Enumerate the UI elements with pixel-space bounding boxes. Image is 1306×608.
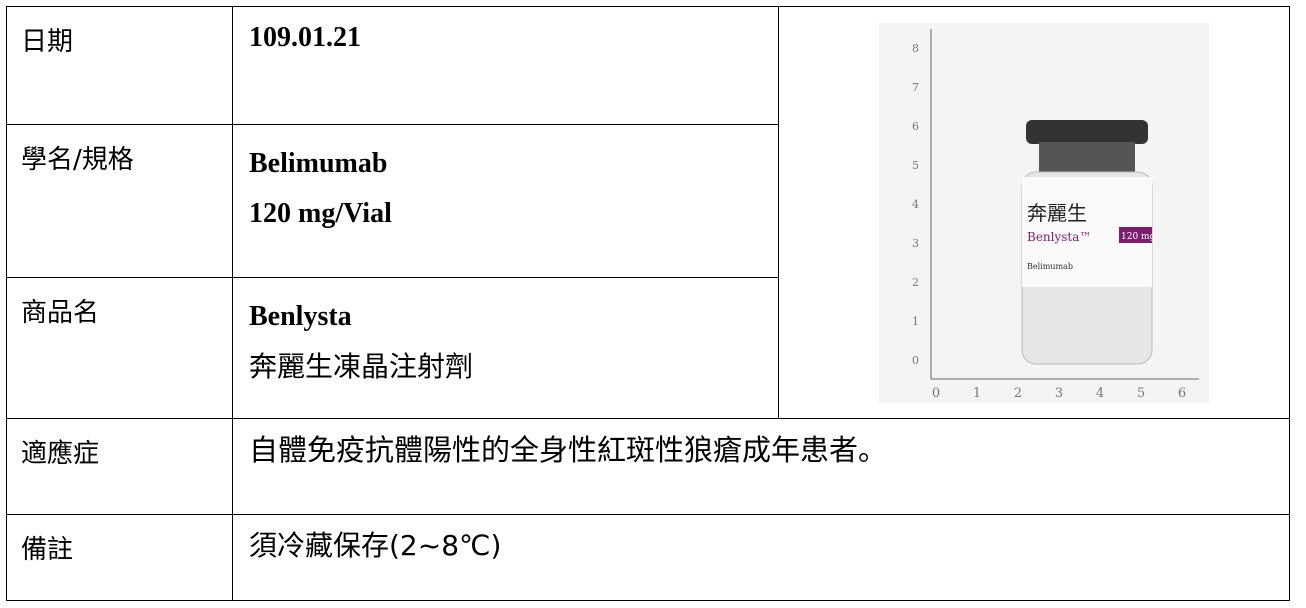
vial-label-text: Benlysta™: [1027, 230, 1091, 244]
row-value: 須冷藏保存(2~8℃): [232, 514, 1290, 601]
ruler-label: 7: [912, 81, 919, 94]
ruler-label: 0: [932, 386, 940, 401]
ruler-label: 6: [912, 120, 919, 133]
row-label: 學名/規格: [6, 124, 233, 278]
value-line: 109.01.21: [249, 22, 361, 53]
ruler-label: 2: [1014, 386, 1022, 401]
value-line: Benlysta: [249, 301, 352, 332]
row-value: 109.01.21: [232, 6, 779, 125]
product-photo: 0 1 2 3 4 5 6 7 8 0 1 2 3 4 5 6 奔麗生 Benlysta™ 120 mg Belimu…: [879, 23, 1209, 403]
ruler-label: 3: [1055, 386, 1063, 401]
row-value: Benlysta 奔麗生凍晶注射劑: [232, 277, 779, 419]
row-label: 適應症: [6, 418, 233, 515]
ruler-label: 6: [1178, 386, 1186, 401]
row-label: 日期: [6, 6, 233, 125]
vial-label-text: 奔麗生: [1027, 201, 1087, 225]
row-value: 自體免疫抗體陽性的全身性紅斑性狼瘡成年患者。: [232, 418, 1290, 515]
vial-strength-bg: [1119, 227, 1152, 243]
ruler-label: 5: [912, 159, 919, 172]
ruler-label: 2: [912, 276, 919, 289]
ruler-label: 1: [912, 315, 919, 328]
row-label: 備註: [6, 514, 233, 601]
value-line: 須冷藏保存(2~8℃): [249, 529, 502, 562]
vial-cap: [1026, 120, 1148, 144]
ruler-label: 1: [973, 386, 981, 401]
ruler-label: 0: [912, 354, 919, 367]
ruler-label: 4: [1096, 386, 1104, 401]
row-label: 商品名: [6, 277, 233, 419]
row-value: Belimumab 120 mg/Vial: [232, 124, 779, 278]
value-line: Belimumab: [249, 148, 388, 179]
vial-label-text: 120 mg: [1121, 232, 1156, 242]
value-line: 自體免疫抗體陽性的全身性紅斑性狼瘡成年患者。: [249, 433, 888, 467]
ruler-label: 5: [1137, 386, 1145, 401]
vial-label-text: Belimumab: [1027, 262, 1073, 271]
value-line: 奔麗生凍晶注射劑: [249, 350, 474, 383]
ruler-label: 3: [912, 237, 919, 250]
vial-neck: [1039, 142, 1135, 176]
ruler-label: 4: [912, 198, 919, 211]
value-line: 120 mg/Vial: [249, 198, 392, 229]
ruler-label: 8: [912, 42, 919, 55]
image-cell: 0 1 2 3 4 5 6 7 8 0 1 2 3 4 5 6 奔麗生 Benlysta™ 120 mg Belimu…: [778, 6, 1290, 419]
